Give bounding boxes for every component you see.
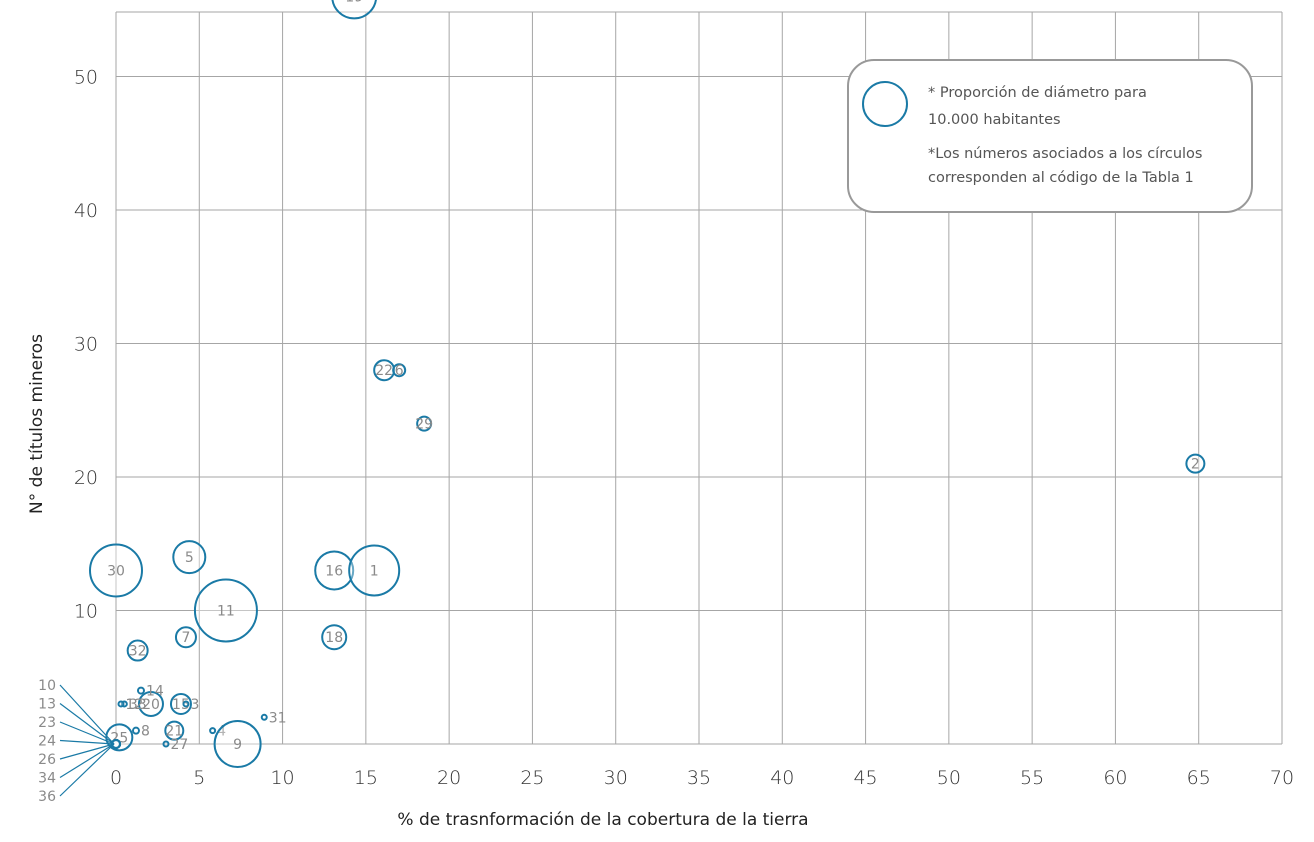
x-axis-title: % de trasnformación de la cobertura de l… — [397, 810, 808, 830]
bubble-4 — [209, 727, 217, 735]
x-tick-label: 35 — [687, 767, 711, 789]
bubble-label-32: 32 — [129, 644, 147, 660]
bubble-label-1: 1 — [370, 563, 379, 579]
bubble-22 — [373, 359, 396, 382]
bubble-21 — [164, 720, 185, 741]
x-tick-label: 55 — [1020, 767, 1044, 789]
bubble-12 — [117, 700, 125, 708]
bubble-label-19: 19 — [345, 0, 363, 5]
stacked-label-26: 26 — [38, 752, 56, 768]
stacked-label-10: 10 — [38, 678, 56, 694]
bubble-label-8: 8 — [141, 724, 150, 740]
bubble-label-7: 7 — [181, 630, 190, 646]
bubble-label-27: 27 — [170, 737, 188, 753]
x-tick-label: 50 — [937, 767, 961, 789]
bubble-label-18: 18 — [325, 630, 343, 646]
bubble-label-9: 9 — [233, 737, 242, 753]
stacked-label-23: 23 — [38, 715, 56, 731]
stacked-label-34: 34 — [38, 771, 56, 787]
bubble-label-2: 2 — [1191, 457, 1200, 473]
leader-line-24 — [59, 739, 115, 745]
bubble-5 — [172, 540, 207, 575]
x-tick-label: 5 — [193, 767, 205, 789]
legend-line-3: *Los números asociados a los círculos — [928, 146, 1202, 162]
y-axis-ticks: 102030405060708090100 — [74, 67, 98, 623]
bubble-11 — [193, 578, 258, 643]
x-tick-label: 15 — [354, 767, 378, 789]
x-tick-label: 40 — [770, 767, 794, 789]
bubble-31 — [260, 713, 268, 721]
bubble-label-14: 14 — [146, 684, 164, 700]
bubble-label-20: 20 — [142, 697, 160, 713]
legend-circle — [862, 81, 908, 127]
leader-line-13 — [59, 703, 115, 745]
bubble-label-21: 21 — [165, 724, 183, 740]
x-tick-label: 10 — [270, 767, 294, 789]
bubble-label-5: 5 — [185, 550, 194, 566]
x-tick-label: 70 — [1270, 767, 1294, 789]
stacked-label-24: 24 — [38, 734, 56, 750]
bubble-label-22: 22 — [375, 363, 393, 379]
bubble-29 — [416, 415, 433, 432]
stacked-origin-labels: 10 13 23 24 26 34 36 — [38, 678, 115, 805]
bubble-label-29: 29 — [415, 417, 433, 433]
bubble-20 — [137, 690, 164, 717]
bubble-label-3: 3 — [190, 697, 199, 713]
x-axis-ticks: 0 5 10 15 20 25 30 35 40 45 50 55 60 65 70 — [110, 767, 1294, 789]
bubble-14 — [136, 686, 145, 695]
x-tick-label: 30 — [604, 767, 628, 789]
leader-line-34 — [59, 743, 115, 779]
bubble-8 — [131, 726, 140, 735]
legend-line-2: 10.000 habitantes — [928, 112, 1061, 128]
bubble-19 — [331, 0, 377, 20]
x-tick-label: 0 — [110, 767, 122, 789]
leader-line-10 — [59, 684, 115, 745]
bubble-30 — [89, 543, 143, 598]
y-tick-label: 50 — [74, 67, 98, 89]
bubble-label-4: 4 — [217, 724, 226, 740]
bubble-label-30: 30 — [107, 563, 125, 579]
legend-line-1: * Proporción de diámetro para — [928, 85, 1147, 101]
y-tick-label: 40 — [74, 200, 98, 222]
stacked-label-36: 36 — [38, 789, 56, 805]
y-tick-label: 20 — [74, 467, 98, 489]
bubble-3 — [182, 700, 190, 708]
y-tick-label: 10 — [74, 601, 98, 623]
bubble-label-33: 33 — [129, 697, 147, 713]
bubble-16 — [314, 550, 355, 591]
bubble-18 — [321, 624, 348, 651]
legend-line-4: corresponden al código de la Tabla 1 — [928, 170, 1194, 186]
bubble-15 — [169, 692, 192, 715]
bubble-32 — [126, 639, 149, 662]
x-tick-label: 25 — [520, 767, 544, 789]
y-tick-label: 30 — [74, 334, 98, 356]
x-tick-label: 20 — [437, 767, 461, 789]
bubble-2 — [1185, 453, 1206, 474]
leader-line-23 — [59, 721, 115, 745]
y-axis-title: N° de títulos mineros — [27, 334, 47, 514]
x-tick-label: 60 — [1103, 767, 1127, 789]
bubble-1 — [348, 544, 401, 597]
legend-box — [847, 59, 1253, 213]
bubble-7 — [174, 626, 197, 649]
bubble-6 — [392, 363, 407, 378]
bubble-27 — [162, 740, 170, 748]
legend: * Proporción de diámetro para 10.000 hab… — [847, 59, 1253, 213]
bubble-9 — [213, 720, 262, 768]
bubble-label-12: 12 — [125, 697, 143, 713]
bubble-label-16: 16 — [325, 563, 343, 579]
leader-line-36 — [59, 743, 115, 797]
x-tick-label: 45 — [853, 767, 877, 789]
bubble-label-11: 11 — [217, 604, 235, 620]
x-tick-label: 65 — [1187, 767, 1211, 789]
bubble-label-25: 25 — [110, 730, 128, 746]
bubble-label-31: 31 — [269, 710, 287, 726]
stacked-label-13: 13 — [38, 697, 56, 713]
leader-line-26 — [59, 743, 115, 760]
bubble-label-6: 6 — [395, 363, 404, 379]
bubbles: 2835171922629230516111187322015321493133… — [89, 0, 1206, 768]
